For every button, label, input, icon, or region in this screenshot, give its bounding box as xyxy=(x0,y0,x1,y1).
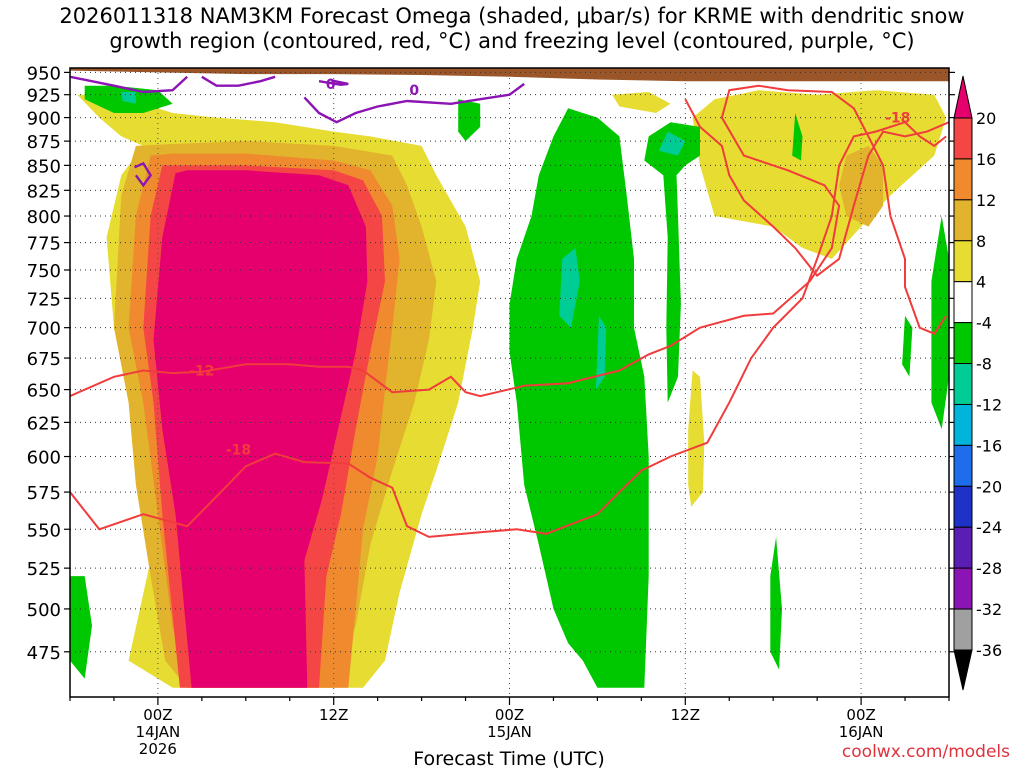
colorbar-label-3: 8 xyxy=(976,232,986,251)
purple-contour-label-0: 0 xyxy=(409,83,419,99)
red-contour-2 xyxy=(684,98,949,277)
purple-contour-3 xyxy=(303,82,525,124)
y-tick-label-575: 575 xyxy=(27,483,61,504)
colorbar-label-4: 4 xyxy=(976,273,986,292)
y-tick-label-875: 875 xyxy=(27,132,61,153)
y-tick-label-775: 775 xyxy=(27,234,61,255)
colorbar-label-2: 12 xyxy=(976,191,996,210)
omega-region-neg-4h xyxy=(770,536,782,670)
colorbar-label-12: -32 xyxy=(976,600,1002,619)
colorbar-label-7: -12 xyxy=(976,395,1002,414)
y-tick-label-800: 800 xyxy=(27,207,61,228)
y-tick-label-675: 675 xyxy=(27,349,61,370)
colorbar-segment-6 xyxy=(953,363,973,405)
y-tick-label-850: 850 xyxy=(27,156,61,177)
colorbar-label-1: 16 xyxy=(976,150,996,169)
colorbar-segment-3 xyxy=(953,240,973,283)
omega-region-neg-8c xyxy=(658,131,686,156)
omega-region-neg-4c xyxy=(644,122,700,403)
purple-contour-0 xyxy=(70,75,189,94)
colorbar-segment-1 xyxy=(953,158,973,201)
x-tick-label-36-1: 12Z xyxy=(671,706,700,724)
terrain-surface xyxy=(70,68,949,82)
colorbar-label-0: 20 xyxy=(976,109,996,128)
x-axis-label: Forecast Time (UTC) xyxy=(413,748,604,768)
x-tick-label-48-1: 00Z xyxy=(846,706,875,724)
colorbar-label-9: -20 xyxy=(976,477,1002,496)
x-tick-label-0-1: 00Z xyxy=(143,706,172,724)
colorbar-segment-5 xyxy=(953,322,973,365)
red-contour-0 xyxy=(70,121,947,538)
omega-region-pos-8b xyxy=(839,145,884,227)
x-tick-label-0-2: 14JAN xyxy=(136,723,181,741)
omega-region-neg-4g xyxy=(902,315,913,377)
x-tick-label-48-2: 16JAN xyxy=(839,723,884,741)
colorbar-segment-11 xyxy=(953,567,973,610)
colorbar-label-8: -16 xyxy=(976,436,1002,455)
colorbar-label-10: -24 xyxy=(976,518,1002,537)
omega-region-pos-4d xyxy=(688,370,705,507)
omega-region-neg-4b xyxy=(509,108,649,688)
x-tick-label-24-2: 15JAN xyxy=(487,723,532,741)
x-tick-label-0-3: 2026 xyxy=(139,740,177,758)
colorbar-segment-4 xyxy=(953,281,973,324)
omega-region-neg-4f xyxy=(931,216,949,430)
y-tick-label-500: 500 xyxy=(27,600,61,621)
y-tick-label-925: 925 xyxy=(27,86,61,107)
y-tick-label-600: 600 xyxy=(27,448,61,469)
colorbar-label-5: -4 xyxy=(976,314,992,333)
y-tick-label-550: 550 xyxy=(27,520,61,541)
chart-title: 2026011318 NAM3KM Forecast Omega (shaded… xyxy=(0,4,1024,54)
title-line-2: growth region (contoured, red, °C) and f… xyxy=(109,29,915,53)
y-tick-label-950: 950 xyxy=(27,63,61,84)
omega-region-neg-4 xyxy=(70,576,92,679)
purple-contour-4 xyxy=(318,79,349,87)
y-tick-label-750: 750 xyxy=(27,261,61,282)
y-tick-label-725: 725 xyxy=(27,289,61,310)
omega-region-pos-20 xyxy=(153,170,368,688)
credit-text: coolwx.com/models xyxy=(841,742,1010,762)
omega-region-neg-4e xyxy=(458,99,481,142)
colorbar-segment-0 xyxy=(953,117,973,160)
red-contour-label-0: -18 xyxy=(226,443,251,459)
purple-contour-1 xyxy=(134,161,153,188)
y-tick-label-650: 650 xyxy=(27,381,61,402)
colorbar-segment-9 xyxy=(953,485,973,528)
red-contour-label-2: -18 xyxy=(885,111,910,127)
colorbar-segment-12 xyxy=(953,608,973,651)
y-tick-label-700: 700 xyxy=(27,319,61,340)
y-tick-label-625: 625 xyxy=(27,413,61,434)
colorbar-label-6: -8 xyxy=(976,355,992,374)
omega-region-neg-8b xyxy=(595,315,607,390)
omega-region-neg-4i xyxy=(792,113,803,161)
colorbar-bottom-arrow xyxy=(953,649,973,691)
y-tick-label-475: 475 xyxy=(27,643,61,664)
colorbar-label-13: -36 xyxy=(976,641,1002,660)
x-tick-label-12-1: 12Z xyxy=(319,706,348,724)
x-tick-label-24-1: 00Z xyxy=(495,706,524,724)
purple-contour-2 xyxy=(201,75,276,87)
colorbar-top-arrow xyxy=(953,75,973,119)
red-contour-label-1: -12 xyxy=(189,364,214,380)
red-contour-1 xyxy=(70,84,947,398)
omega-region-neg-8 xyxy=(559,248,580,328)
title-line-1: 2026011318 NAM3KM Forecast Omega (shaded… xyxy=(59,4,965,28)
y-tick-label-900: 900 xyxy=(27,109,61,130)
y-tick-label-525: 525 xyxy=(27,559,61,580)
y-tick-label-825: 825 xyxy=(27,181,61,202)
colorbar-segment-2 xyxy=(953,199,973,242)
colorbar-segment-8 xyxy=(953,444,973,487)
colorbar-segment-7 xyxy=(953,403,973,446)
colorbar-segment-10 xyxy=(953,526,973,569)
purple-contour-label-2: 0 xyxy=(326,77,336,93)
omega-region-pos-4c xyxy=(612,92,671,113)
omega-region-neg-8d xyxy=(121,92,136,104)
colorbar-label-11: -28 xyxy=(976,559,1002,578)
